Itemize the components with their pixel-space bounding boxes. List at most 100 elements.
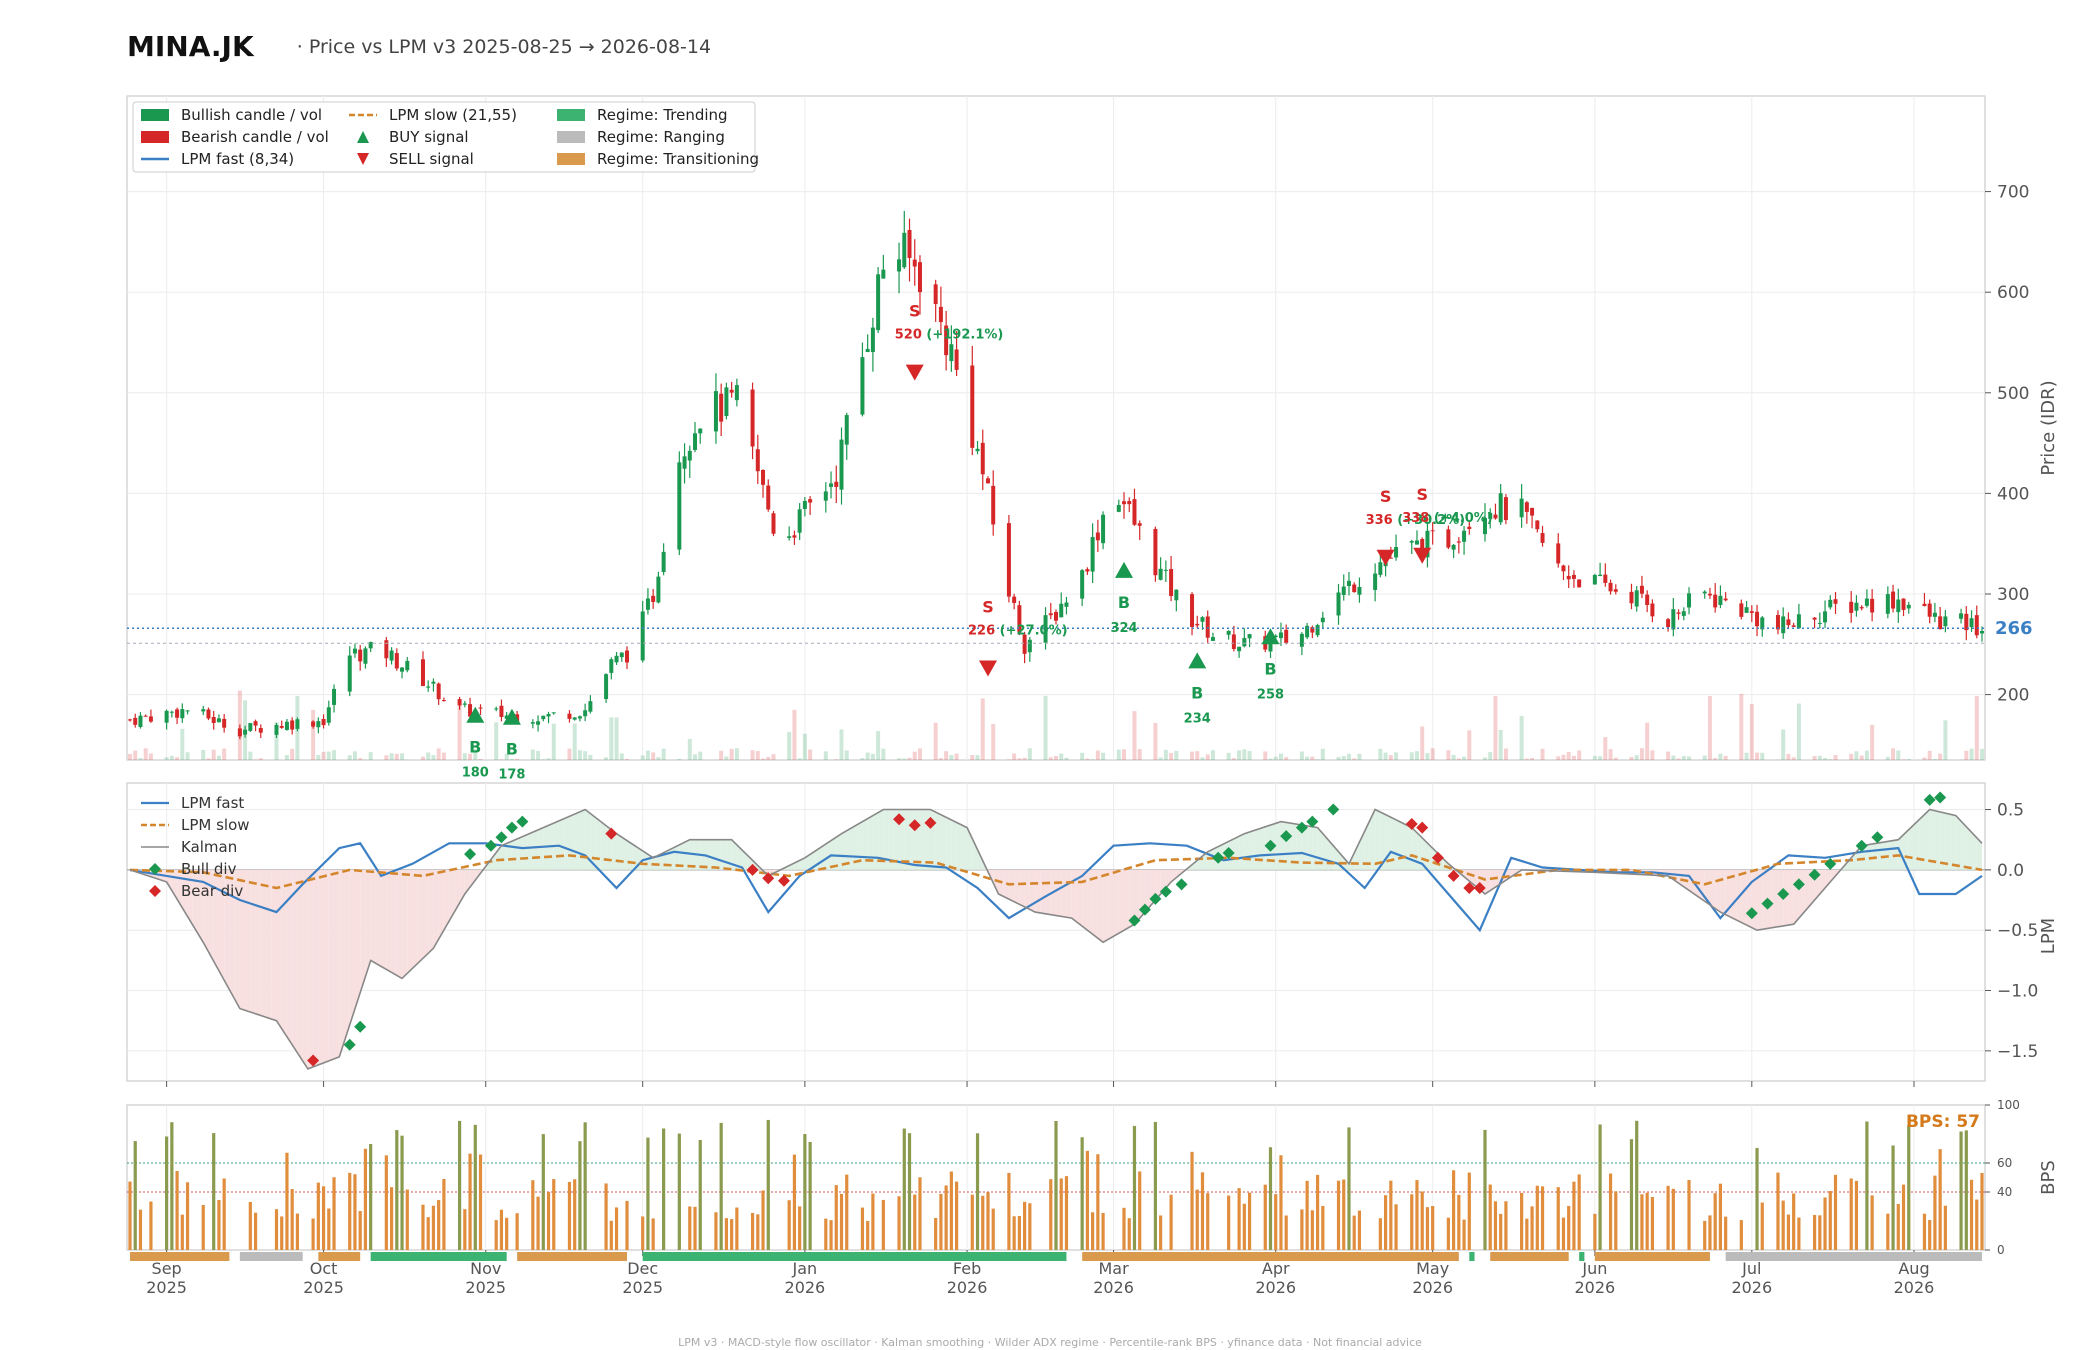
- bearish-volume-bar: [1054, 756, 1058, 760]
- bps-bar: [1190, 1151, 1194, 1250]
- bullish-candle: [1885, 594, 1890, 614]
- bullish-candle: [274, 724, 279, 735]
- kalman-negative-fill: [1709, 869, 1716, 909]
- bps-bar: [389, 1187, 394, 1250]
- bps-bar: [918, 1177, 922, 1250]
- bps-bar: [1315, 1174, 1320, 1250]
- bearish-volume-bar: [1169, 753, 1174, 760]
- regime-strip: [130, 1252, 1982, 1261]
- bullish-volume-bar: [604, 757, 609, 760]
- price-legend-label: LPM slow (21,55): [389, 106, 517, 124]
- bearish-volume-bar: [625, 758, 630, 760]
- kalman-positive-fill: [1307, 825, 1313, 870]
- bps-bar: [217, 1200, 221, 1250]
- bps-bar: [824, 1218, 828, 1250]
- x-tick-label-year: 2026: [947, 1278, 988, 1297]
- lpm-legend-label: Bull div: [181, 860, 237, 878]
- bullish-candle: [839, 439, 844, 490]
- bearish-volume-bar: [1577, 750, 1582, 760]
- bps-bars: [128, 1119, 1984, 1250]
- bullish-candle: [897, 259, 902, 272]
- bearish-candle: [1891, 591, 1896, 609]
- regime-segment-transitioning: [517, 1252, 628, 1261]
- bear-divergence-marker: [1416, 821, 1429, 834]
- bps-bar: [1818, 1215, 1822, 1250]
- bps-bar: [907, 1133, 912, 1250]
- bps-bar: [1446, 1217, 1450, 1250]
- bullish-candle: [1681, 611, 1686, 616]
- bps-bar: [280, 1216, 284, 1250]
- bearish-candle: [1012, 596, 1017, 603]
- bullish-candle: [1519, 498, 1524, 518]
- bullish-candle: [829, 483, 834, 487]
- kalman-negative-fill: [365, 869, 371, 977]
- bps-bar: [180, 1214, 184, 1250]
- bearish-candle: [1974, 615, 1979, 636]
- bull-divergence-marker: [1222, 846, 1235, 859]
- regime-segment-trending: [1579, 1252, 1585, 1261]
- bps-bar: [839, 1193, 844, 1250]
- bullish-candle: [1043, 615, 1048, 643]
- bullish-volume-bar: [1273, 756, 1278, 760]
- lpm-slow-line: [129, 854, 1983, 890]
- kalman-negative-fill: [1730, 869, 1737, 920]
- kalman-positive-fill: [1291, 823, 1297, 870]
- bearish-candle: [1456, 541, 1461, 543]
- x-tick-label-month: Oct: [310, 1259, 338, 1278]
- bullish-volume-bar: [1278, 753, 1283, 760]
- bullish-volume-bar: [1828, 759, 1833, 760]
- bps-bar: [327, 1208, 331, 1250]
- bps-bar: [693, 1206, 697, 1250]
- bullish-volume-bar: [1482, 757, 1487, 760]
- bullish-candle: [588, 701, 593, 712]
- bullish-candle: [1237, 646, 1242, 652]
- kalman-negative-fill: [360, 869, 366, 993]
- bullish-volume-bar: [462, 753, 467, 760]
- x-tick-label-year: 2026: [1894, 1278, 1935, 1297]
- bearish-volume-bar: [1666, 751, 1671, 760]
- bps-bar: [1023, 1201, 1027, 1250]
- bullish-candle: [326, 707, 331, 723]
- bps-bar: [1713, 1193, 1717, 1250]
- price-legend-box: [132, 101, 756, 173]
- kalman-positive-fill: [517, 836, 523, 870]
- kalman-negative-fill: [318, 869, 324, 1065]
- bullish-candle: [1718, 595, 1723, 605]
- bullish-volume-bar: [1462, 756, 1467, 760]
- kalman-positive-fill: [705, 839, 711, 870]
- bullish-volume-bar: [1409, 752, 1414, 760]
- bull-divergence-marker: [516, 815, 529, 828]
- bullish-volume-bar: [1378, 748, 1383, 760]
- kalman-positive-fill: [904, 809, 910, 870]
- bps-bar: [1933, 1175, 1937, 1250]
- bearish-candle: [1017, 605, 1022, 633]
- bps-bar: [552, 1179, 556, 1250]
- kalman-negative-fill: [1008, 869, 1015, 902]
- bull-divergence-marker: [1745, 907, 1758, 920]
- bull-divergence-marker: [1777, 887, 1790, 900]
- kalman-positive-fill: [1254, 828, 1261, 870]
- bearish-candle: [938, 306, 943, 323]
- price-legend-label: Bearish candle / vol: [181, 128, 329, 146]
- bearish-candle: [1085, 569, 1090, 572]
- bullish-candle: [138, 715, 143, 727]
- kalman-negative-fill: [370, 869, 376, 964]
- price-y-tick-label: 400: [1997, 484, 2029, 504]
- bps-bar: [1268, 1147, 1273, 1250]
- bps-bar: [395, 1130, 399, 1250]
- bps-bar: [1200, 1172, 1205, 1250]
- bullish-volume-bar: [1592, 756, 1597, 760]
- bullish-volume-bar: [1906, 759, 1911, 760]
- buy-signal-letter: B: [506, 740, 518, 759]
- bps-bar: [1237, 1188, 1241, 1250]
- bullish-volume-bar: [1896, 750, 1901, 760]
- bps-bar: [719, 1122, 723, 1250]
- bullish-candle: [1414, 540, 1419, 545]
- kalman-positive-fill: [1411, 827, 1417, 870]
- bearish-candle: [1153, 528, 1158, 576]
- bps-last-value-label: BPS: 57: [1906, 1112, 1980, 1132]
- kalman-negative-fill: [438, 869, 444, 940]
- kalman-negative-fill: [339, 869, 345, 1057]
- bps-bar: [583, 1122, 587, 1250]
- bullish-candle: [1174, 589, 1179, 601]
